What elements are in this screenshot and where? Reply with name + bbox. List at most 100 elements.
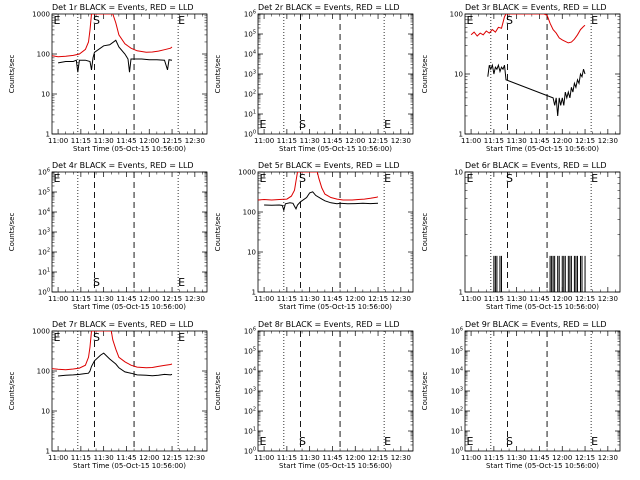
- x-tick-label: 11:15: [277, 295, 297, 303]
- y-tick-label: 100: [243, 209, 256, 217]
- x-axis-label: Start Time (05-Oct-15 10:56:00): [73, 145, 186, 153]
- y-tick-label: 10: [454, 71, 463, 79]
- x-tick-label: 11:45: [322, 295, 342, 303]
- y-tick-label: 1000: [32, 328, 50, 336]
- panel-det-9: Det 9r BLACK = Events, RED = LLD 100 101 10…: [421, 320, 621, 470]
- marker-S: S: [299, 172, 306, 185]
- x-tick-label: 11:00: [48, 295, 68, 303]
- y-tick-label: 105: [244, 30, 256, 39]
- panel-title: Det 6r BLACK = Events, RED = LLD: [465, 161, 607, 170]
- y-tick-label: 100: [244, 130, 256, 139]
- plot-frame: [464, 330, 621, 452]
- marker-E: E: [260, 435, 267, 448]
- x-tick-label: 12:30: [185, 454, 205, 462]
- lld-series-line: [258, 172, 379, 201]
- x-tick-label: 11:00: [254, 454, 274, 462]
- panel-title: Det 3r BLACK = Events, RED = LLD: [465, 3, 607, 12]
- marker-E: E: [467, 172, 474, 185]
- x-tick-label: 12:15: [368, 454, 388, 462]
- x-tick-label: 11:00: [254, 295, 274, 303]
- panel-det-2: Det 2r BLACK = Events, RED = LLD 100 101 10…: [214, 3, 414, 153]
- marker-S: S: [506, 14, 513, 27]
- x-tick-label: 11:30: [94, 137, 114, 145]
- panel-title: Det 9r BLACK = Events, RED = LLD: [465, 320, 607, 329]
- x-tick-label: 11:45: [116, 454, 136, 462]
- y-tick-label: 101: [244, 427, 256, 436]
- y-axis-label: Counts/sec: [214, 213, 222, 252]
- y-tick-label: 103: [244, 387, 256, 396]
- x-tick-label: 12:00: [552, 295, 572, 303]
- plot-frame: [257, 330, 414, 452]
- events-series-line: [264, 191, 379, 213]
- y-tick-label: 105: [451, 347, 463, 356]
- x-tick-label: 12:00: [345, 295, 365, 303]
- y-axis-label: Counts/sec: [8, 55, 16, 94]
- x-tick-label: 11:15: [484, 454, 504, 462]
- y-tick-label: 103: [451, 387, 463, 396]
- y-tick-label: 102: [244, 407, 256, 416]
- marker-S: S: [93, 276, 100, 289]
- marker-E: E: [54, 172, 61, 185]
- y-tick-label: 106: [38, 168, 50, 177]
- x-tick-label: 11:45: [116, 137, 136, 145]
- plot-frame: [51, 13, 208, 135]
- x-tick-label: 11:30: [300, 295, 320, 303]
- x-tick-label: 12:30: [391, 137, 411, 145]
- x-axis-label: Start Time (05-Oct-15 10:56:00): [279, 303, 392, 311]
- x-tick-label: 11:15: [277, 454, 297, 462]
- x-tick-label: 11:45: [116, 295, 136, 303]
- panel-title: Det 8r BLACK = Events, RED = LLD: [258, 320, 400, 329]
- marker-E: E: [591, 14, 598, 27]
- y-tick-label: 104: [451, 367, 463, 376]
- y-tick-label: 104: [244, 50, 256, 59]
- x-tick-label: 12:15: [162, 137, 182, 145]
- panel-det-4: Det 4r BLACK = Events, RED = LLD 100 101 10…: [8, 161, 208, 311]
- x-tick-label: 11:30: [507, 454, 527, 462]
- marker-E: E: [54, 331, 61, 344]
- x-tick-label: 12:30: [185, 137, 205, 145]
- x-tick-label: 12:00: [552, 454, 572, 462]
- x-axis-label: Start Time (05-Oct-15 10:56:00): [73, 462, 186, 470]
- x-tick-label: 11:00: [48, 137, 68, 145]
- x-tick-label: 11:00: [48, 454, 68, 462]
- y-tick-label: 102: [451, 407, 463, 416]
- marker-E: E: [591, 172, 598, 185]
- y-tick-label: 100: [244, 447, 256, 456]
- marker-E: E: [467, 435, 474, 448]
- events-series-line: [58, 39, 173, 73]
- x-tick-label: 11:30: [300, 137, 320, 145]
- y-tick-label: 1000: [238, 169, 256, 177]
- x-tick-label: 12:15: [368, 295, 388, 303]
- x-tick-label: 11:00: [461, 454, 481, 462]
- y-axis-label: Counts/sec: [421, 213, 429, 252]
- y-axis-label: Counts/sec: [8, 372, 16, 411]
- panel-det-6: Det 6r BLACK = Events, RED = LLD 1 10 11:00…: [421, 161, 621, 311]
- lld-series-line: [470, 14, 586, 44]
- y-tick-label: 102: [244, 90, 256, 99]
- x-tick-label: 12:15: [575, 295, 595, 303]
- plot-frame: [257, 171, 414, 293]
- x-tick-label: 11:15: [277, 137, 297, 145]
- x-tick-label: 11:00: [254, 137, 274, 145]
- marker-E: E: [260, 118, 267, 131]
- y-tick-label: 1000: [32, 11, 50, 19]
- y-axis-label: Counts/sec: [214, 55, 222, 94]
- x-tick-label: 11:45: [529, 137, 549, 145]
- x-tick-label: 11:45: [529, 454, 549, 462]
- x-tick-label: 11:00: [461, 295, 481, 303]
- marker-S: S: [506, 435, 513, 448]
- y-tick-label: 100: [37, 368, 50, 376]
- events-series-line: [487, 63, 586, 116]
- y-tick-label: 102: [38, 248, 50, 257]
- x-tick-label: 11:45: [529, 295, 549, 303]
- x-tick-label: 12:00: [139, 454, 159, 462]
- x-axis-label: Start Time (05-Oct-15 10:56:00): [279, 145, 392, 153]
- y-tick-label: 1: [46, 448, 50, 456]
- marker-S: S: [93, 331, 100, 344]
- x-axis-label: Start Time (05-Oct-15 10:56:00): [486, 303, 599, 311]
- x-tick-label: 12:00: [345, 454, 365, 462]
- x-tick-label: 12:00: [552, 137, 572, 145]
- plot-frame: [51, 330, 208, 452]
- panel-det-8: Det 8r BLACK = Events, RED = LLD 100 101 10…: [214, 320, 414, 470]
- marker-E: E: [384, 172, 391, 185]
